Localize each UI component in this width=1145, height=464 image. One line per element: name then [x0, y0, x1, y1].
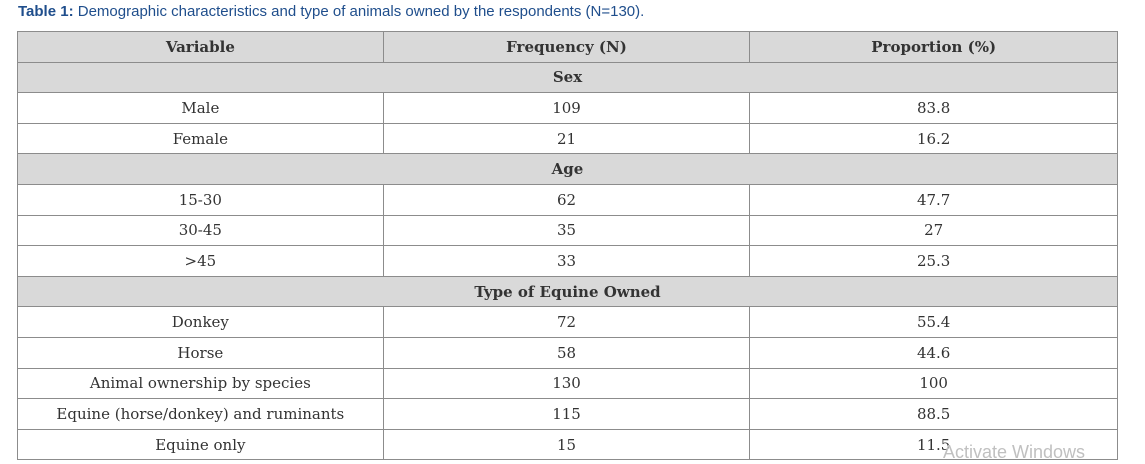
- cell-proportion: 83.8: [749, 92, 1118, 124]
- table-row: Female 21 16.2: [17, 122, 1118, 155]
- cell-proportion: 44.6: [749, 336, 1118, 369]
- cell-proportion: 27: [749, 214, 1118, 247]
- table-caption-label: Table 1:: [18, 3, 74, 20]
- header-proportion: Proportion (%): [749, 31, 1118, 63]
- table-row: Male 109 83.8: [17, 92, 1118, 124]
- table-caption-text: Demographic characteristics and type of …: [73, 3, 645, 20]
- table-row: Donkey 72 55.4: [17, 306, 1118, 338]
- cell-variable: Horse: [17, 336, 384, 369]
- cell-variable: Donkey: [17, 306, 384, 338]
- cell-proportion: 16.2: [749, 122, 1118, 155]
- cell-variable: Animal ownership by species: [17, 367, 384, 400]
- demographics-table: Variable Frequency (N) Proportion (%) Se…: [17, 31, 1118, 461]
- cell-frequency: 35: [382, 214, 751, 247]
- section-title: Sex: [17, 61, 1118, 94]
- cell-proportion: 25.3: [749, 245, 1118, 277]
- cell-variable: >45: [17, 245, 384, 277]
- cell-proportion: 55.4: [749, 306, 1118, 338]
- table-row: Equine only 15 11.5: [17, 428, 1118, 461]
- cell-frequency: 58: [382, 336, 751, 369]
- table-row: Horse 58 44.6: [17, 336, 1118, 369]
- cell-proportion: 88.5: [749, 398, 1118, 430]
- table-row: Equine (horse/donkey) and ruminants 115 …: [17, 398, 1118, 430]
- cell-variable: 30-45: [17, 214, 384, 247]
- cell-variable: Equine only: [17, 428, 384, 461]
- section-row-equine: Type of Equine Owned: [17, 275, 1118, 308]
- section-row-age: Age: [17, 153, 1118, 185]
- cell-frequency: 15: [382, 428, 751, 461]
- table-row: 30-45 35 27: [17, 214, 1118, 247]
- cell-proportion: 47.7: [749, 183, 1118, 216]
- cell-variable: Male: [17, 92, 384, 124]
- cell-frequency: 72: [382, 306, 751, 338]
- cell-frequency: 21: [382, 122, 751, 155]
- cell-frequency: 33: [382, 245, 751, 277]
- section-title: Type of Equine Owned: [17, 275, 1118, 308]
- cell-frequency: 62: [382, 183, 751, 216]
- cell-frequency: 115: [382, 398, 751, 430]
- table-row: Animal ownership by species 130 100: [17, 367, 1118, 400]
- activate-windows-watermark: Activate Windows: [943, 442, 1086, 462]
- cell-frequency: 130: [382, 367, 751, 400]
- cell-variable: Equine (horse/donkey) and ruminants: [17, 398, 384, 430]
- table-header-row: Variable Frequency (N) Proportion (%): [17, 31, 1118, 63]
- cell-variable: 15-30: [17, 183, 384, 216]
- table-row: 15-30 62 47.7: [17, 183, 1118, 216]
- header-frequency: Frequency (N): [382, 31, 751, 63]
- cell-frequency: 109: [382, 92, 751, 124]
- table-caption: Table 1: Demographic characteristics and…: [18, 2, 644, 22]
- cell-variable: Female: [17, 122, 384, 155]
- section-row-sex: Sex: [17, 61, 1118, 94]
- cell-proportion: 100: [749, 367, 1118, 400]
- table-row: >45 33 25.3: [17, 245, 1118, 277]
- cell-proportion: 11.5: [749, 428, 1118, 461]
- header-variable: Variable: [17, 31, 384, 63]
- section-title: Age: [17, 153, 1118, 185]
